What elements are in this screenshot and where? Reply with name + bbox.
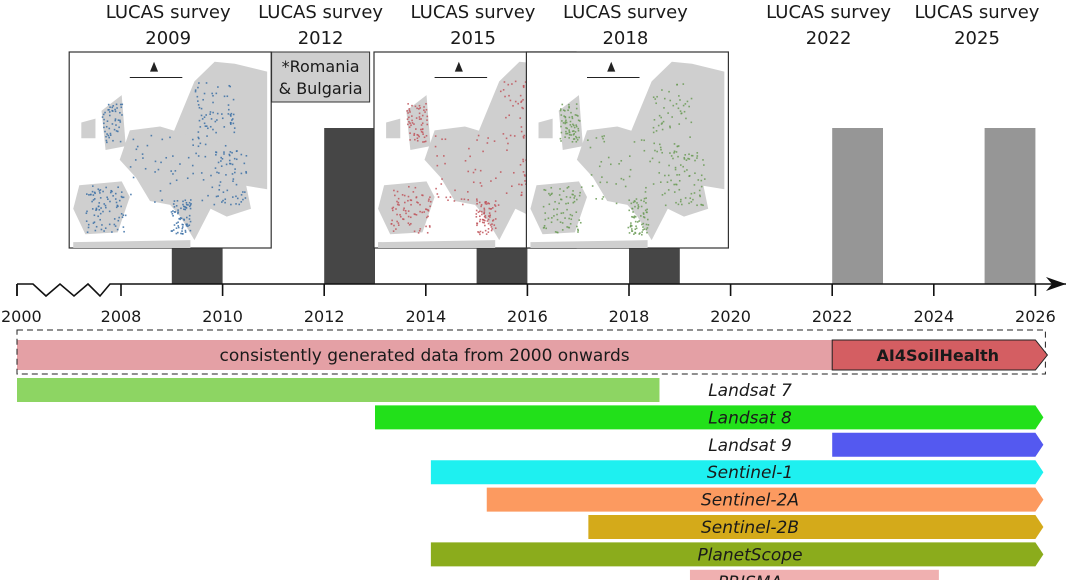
axis-tick-label: 2022 (812, 307, 853, 326)
mission-bar (832, 432, 1044, 457)
survey-bar (629, 248, 680, 284)
sample-points (542, 83, 706, 236)
mission-label: Landsat 8 (708, 408, 792, 428)
mission-bar (375, 405, 1044, 430)
ai4soilhealth-label: AI4SoilHealth (877, 346, 1000, 365)
axis-tick-label: 2014 (405, 307, 446, 326)
mission-bar (486, 487, 1044, 512)
survey-2012: LUCAS survey 2012 *Romania & Bulgaria (258, 2, 383, 284)
data-coverage-bar (17, 340, 833, 370)
axis-tick-label: 2018 (609, 307, 650, 326)
mission-bar (17, 378, 660, 402)
axis-tick-label: 2020 (710, 307, 751, 326)
survey-bar (476, 248, 528, 284)
mission-planetscope: PlanetScope (430, 542, 1044, 567)
survey-title: LUCAS survey (258, 2, 383, 23)
survey-bar (324, 128, 375, 284)
survey-year: 2025 (954, 28, 1000, 49)
survey-note-box (271, 51, 371, 103)
survey-2018: LUCAS survey 2018 (525, 2, 730, 284)
survey-year: 2015 (450, 28, 496, 49)
mission-landsat-9: Landsat 9 (708, 432, 1044, 457)
mission-landsat-7: Landsat 7 (17, 378, 792, 402)
mission-bar (689, 569, 939, 580)
axis-line (17, 282, 1036, 298)
survey-2009: LUCAS survey 2009 (68, 2, 272, 284)
survey-2025: LUCAS survey 2025 (915, 2, 1040, 284)
mission-label: Sentinel-2B (701, 518, 799, 538)
mission-bar (430, 460, 1044, 485)
mission-label: Sentinel-2A (701, 491, 799, 511)
mission-label: Sentinel-1 (707, 463, 793, 483)
time-axis: 2000 2008 2010 2012 2014 2016 2018 2020 2022 2024… (1, 277, 1066, 326)
mission-label: PRISMA (718, 573, 782, 580)
ai4soilhealth-bar (831, 339, 1049, 371)
survey-note-line: & Bulgaria (279, 79, 363, 98)
survey-layer: LUCAS survey 2009 LUCAS survey 2012 *Romania… (68, 2, 1040, 284)
survey-title: LUCAS survey (766, 2, 891, 23)
axis-arrow-icon (1046, 277, 1066, 291)
axis-tick-label: 2026 (1015, 307, 1056, 326)
mission-sentinel-1: Sentinel-1 (430, 460, 1044, 485)
mission-prisma: PRISMA (689, 569, 939, 580)
survey-year: 2009 (145, 28, 191, 49)
survey-year: 2018 (602, 28, 648, 49)
axis-tick-label: 2008 (101, 307, 142, 326)
survey-2022: LUCAS survey 2022 (766, 2, 891, 284)
survey-bar (984, 128, 1036, 284)
survey-year: 2012 (298, 28, 344, 49)
north-arrow-icon (587, 61, 640, 78)
axis-tick-label: 2024 (913, 307, 954, 326)
satellite-missions: Landsat 7 Landsat 8 Landsat 9 Sentinel-1 Sen… (17, 378, 1044, 580)
mission-label: PlanetScope (697, 545, 802, 565)
axis-tick-label: 2012 (304, 307, 345, 326)
mission-bar (588, 515, 1044, 539)
survey-title: LUCAS survey (563, 2, 688, 23)
survey-title: LUCAS survey (915, 2, 1040, 23)
survey-title: LUCAS survey (411, 2, 536, 23)
north-arrow-icon (434, 61, 488, 78)
europe-landmass (73, 61, 268, 248)
mission-label: Landsat 9 (708, 436, 792, 456)
mission-landsat-8: Landsat 8 (375, 405, 1044, 430)
axis-tick-label: 2000 (1, 307, 42, 326)
north-arrow-icon (129, 61, 183, 78)
sample-points (85, 82, 248, 235)
survey-bar (171, 248, 223, 284)
mission-sentinel-2b: Sentinel-2B (588, 515, 1044, 539)
survey-title: LUCAS survey (106, 2, 231, 23)
mission-sentinel-2a: Sentinel-2A (486, 487, 1044, 512)
data-coverage-label: consistently generated data from 2000 on… (220, 346, 630, 366)
axis-tick-label: 2010 (202, 307, 243, 326)
axis-tick-label: 2016 (507, 307, 548, 326)
data-coverage-layer: consistently generated data from 2000 on… (16, 329, 1049, 375)
survey-note-line: *Romania (282, 57, 360, 76)
survey-bar (832, 128, 883, 284)
mission-bar (430, 542, 1044, 567)
mission-label: Landsat 7 (708, 381, 792, 401)
survey-year: 2022 (806, 28, 852, 49)
